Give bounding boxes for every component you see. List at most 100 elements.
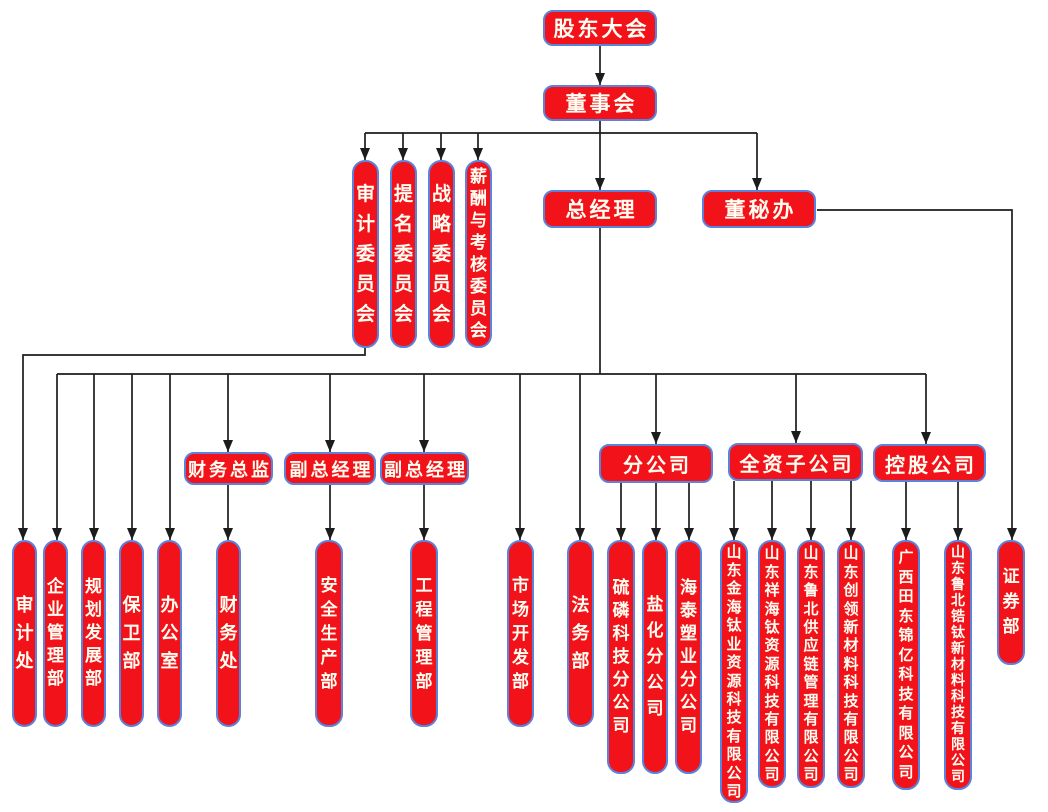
org-node-general-office: 办 公 室 bbox=[157, 540, 182, 727]
arrowhead-icon bbox=[360, 148, 370, 160]
org-node-label: 董秘办 bbox=[724, 198, 797, 222]
org-node-label: 财 务 处 bbox=[219, 594, 238, 672]
org-node-label: 控股公司 bbox=[885, 452, 977, 477]
org-node-nomination-committee: 提 名 委 员 会 bbox=[390, 160, 417, 348]
org-node-sulfur-phosphorus-branch: 硫 磷 科 技 分 公 司 bbox=[607, 540, 635, 774]
arrowhead-icon bbox=[901, 528, 911, 540]
org-node-label: 企 业 管 理 部 bbox=[47, 577, 64, 689]
org-node-label: 办 公 室 bbox=[160, 594, 179, 672]
arrowhead-icon bbox=[729, 528, 739, 540]
org-node-legal-dept: 法 务 部 bbox=[567, 540, 594, 727]
arrowhead-icon bbox=[595, 73, 605, 85]
org-node-label: 山 东 创 领 新 材 料 科 技 有 限 公 司 bbox=[843, 544, 859, 784]
org-node-guangxi-jinyi: 广 西 田 东 锦 亿 科 技 有 限 公 司 bbox=[892, 540, 920, 790]
arrowhead-icon bbox=[223, 528, 233, 540]
arrowhead-icon bbox=[921, 432, 931, 444]
org-node-wholly-owned-subsidiaries: 全资子公司 bbox=[728, 443, 863, 481]
org-node-general-manager: 总经理 bbox=[543, 190, 657, 228]
org-node-xianghai-titanium: 山 东 祥 海 钛 资 源 科 技 有 限 公 司 bbox=[758, 540, 786, 788]
org-node-enterprise-management-dept: 企 业 管 理 部 bbox=[43, 540, 68, 727]
arrowhead-icon bbox=[651, 432, 661, 444]
org-node-chuangling-new-materials: 山 东 创 领 新 材 料 科 技 有 限 公 司 bbox=[837, 540, 865, 788]
org-node-label: 副总经理 bbox=[384, 459, 468, 481]
org-node-label: 安 全 生 产 部 bbox=[320, 575, 338, 692]
org-node-label: 全资子公司 bbox=[739, 451, 855, 476]
org-node-board-secretary-office: 董秘办 bbox=[702, 190, 816, 228]
arrowhead-icon bbox=[419, 440, 429, 452]
org-node-label: 工 程 管 理 部 bbox=[415, 575, 433, 692]
org-node-deputy-gm-1: 副总经理 bbox=[284, 452, 376, 485]
org-node-planning-development-dept: 规 划 发 展 部 bbox=[81, 540, 106, 727]
org-node-holding-companies: 控股公司 bbox=[873, 444, 986, 482]
arrowhead-icon bbox=[398, 148, 408, 160]
org-node-shareholders: 股东大会 bbox=[543, 10, 657, 46]
org-node-securities-dept: 证 券 部 bbox=[997, 540, 1025, 665]
org-node-label: 副总经理 bbox=[289, 459, 374, 481]
org-node-lubei-zirconium-titanium: 山 东 鲁 北 锆 钛 新 材 料 科 技 有 限 公 司 bbox=[944, 540, 972, 790]
org-node-label: 广 西 田 东 锦 亿 科 技 有 限 公 司 bbox=[898, 548, 914, 781]
org-node-label: 财务总监 bbox=[188, 459, 272, 481]
org-node-label: 提 名 委 员 会 bbox=[393, 183, 413, 325]
org-node-label: 保 卫 部 bbox=[122, 594, 141, 672]
org-node-label: 山 东 鲁 北 锆 钛 新 材 料 科 技 有 限 公 司 bbox=[951, 545, 965, 785]
org-node-label: 分公司 bbox=[623, 453, 692, 477]
arrowhead-icon bbox=[473, 148, 483, 160]
org-node-finance-office: 财 务 处 bbox=[216, 540, 241, 727]
arrowhead-icon bbox=[325, 440, 335, 452]
arrowhead-icon bbox=[52, 528, 62, 540]
org-node-label: 市 场 开 发 部 bbox=[512, 575, 529, 692]
arrowhead-icon bbox=[791, 431, 801, 443]
org-node-safety-production-dept: 安 全 生 产 部 bbox=[315, 540, 343, 727]
org-node-label: 规 划 发 展 部 bbox=[85, 577, 102, 689]
org-node-label: 山 东 金 海 钛 业 资 源 科 技 有 限 公 司 bbox=[726, 542, 742, 800]
arrowhead-icon bbox=[684, 528, 694, 540]
org-node-haitai-plastics-branch: 海 泰 塑 业 分 公 司 bbox=[675, 540, 702, 774]
org-node-label: 证 券 部 bbox=[1002, 567, 1020, 637]
arrowhead-icon bbox=[89, 528, 99, 540]
arrowhead-icon bbox=[127, 528, 137, 540]
org-node-label: 战 略 委 员 会 bbox=[431, 183, 451, 325]
org-node-branch-companies: 分公司 bbox=[599, 444, 713, 483]
arrowhead-icon bbox=[419, 528, 429, 540]
org-node-label: 薪 酬 与 考 核 委 员 会 bbox=[470, 167, 487, 341]
org-node-label: 董事会 bbox=[565, 92, 638, 116]
org-node-label: 硫 磷 科 技 分 公 司 bbox=[612, 577, 630, 736]
org-node-board: 董事会 bbox=[543, 85, 657, 121]
arrowhead-icon bbox=[767, 528, 777, 540]
org-node-audit-committee: 审 计 委 员 会 bbox=[352, 160, 379, 348]
org-node-cfo: 财务总监 bbox=[184, 452, 273, 485]
org-node-label: 法 务 部 bbox=[571, 594, 590, 672]
arrowhead-icon bbox=[752, 178, 762, 190]
org-node-remuneration-committee: 薪 酬 与 考 核 委 员 会 bbox=[465, 160, 492, 348]
arrowhead-icon bbox=[616, 528, 626, 540]
arrowhead-icon bbox=[165, 528, 175, 540]
org-node-audit-office: 审 计 处 bbox=[12, 540, 37, 727]
arrowhead-icon bbox=[223, 440, 233, 452]
arrowhead-icon bbox=[436, 148, 446, 160]
org-node-salt-chemical-branch: 盐 化 分 公 司 bbox=[642, 540, 668, 774]
arrowhead-icon bbox=[595, 178, 605, 190]
org-node-label: 审 计 委 员 会 bbox=[355, 183, 375, 325]
org-node-lubei-supply-chain: 山 东 鲁 北 供 应 链 管 理 有 限 公 司 bbox=[797, 540, 825, 788]
arrowhead-icon bbox=[651, 528, 661, 540]
org-node-label: 审 计 处 bbox=[15, 594, 34, 672]
org-node-label: 海 泰 塑 业 分 公 司 bbox=[680, 577, 697, 736]
arrowhead-icon bbox=[18, 528, 28, 540]
org-node-jinhai-titanium: 山 东 金 海 钛 业 资 源 科 技 有 限 公 司 bbox=[720, 540, 748, 803]
org-node-deputy-gm-2: 副总经理 bbox=[380, 452, 469, 485]
arrowhead-icon bbox=[953, 528, 963, 540]
org-node-market-development-dept: 市 场 开 发 部 bbox=[507, 540, 534, 727]
arrowhead-icon bbox=[325, 528, 335, 540]
arrowhead-icon bbox=[515, 528, 525, 540]
org-node-strategy-committee: 战 略 委 员 会 bbox=[428, 160, 455, 348]
arrowhead-icon bbox=[575, 528, 585, 540]
arrowhead-icon bbox=[1007, 528, 1017, 540]
org-node-label: 山 东 鲁 北 供 应 链 管 理 有 限 公 司 bbox=[803, 544, 819, 784]
org-node-label: 总经理 bbox=[565, 198, 638, 222]
arrowhead-icon bbox=[806, 528, 816, 540]
arrowhead-icon bbox=[846, 528, 856, 540]
org-node-security-dept: 保 卫 部 bbox=[119, 540, 144, 727]
org-node-label: 盐 化 分 公 司 bbox=[646, 595, 664, 719]
